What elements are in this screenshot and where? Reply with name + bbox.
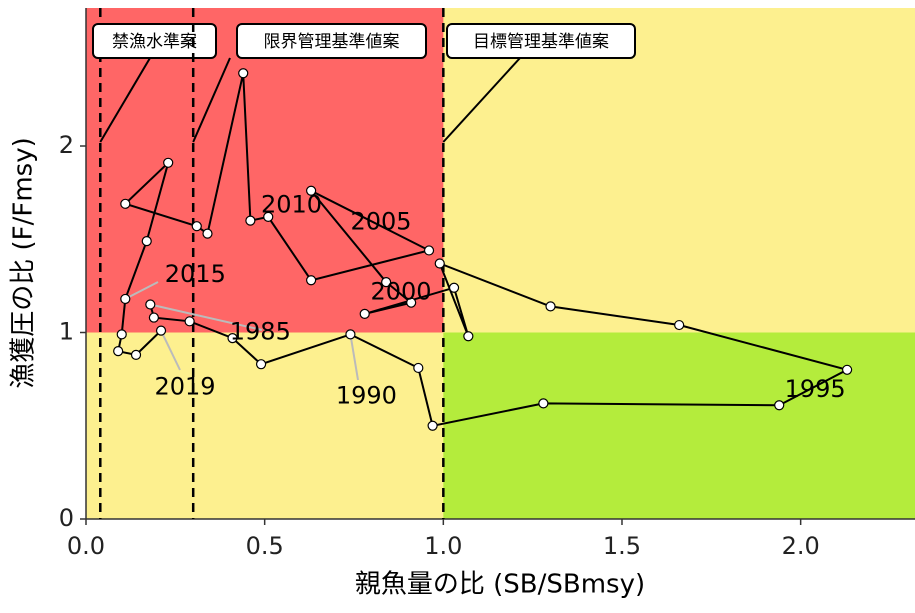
leader-line [442, 57, 521, 143]
plot-layer: 0.0 0.5 1.0 1.5 2.0 0 1 2 禁漁水準案 限界管理基準値案 目標管理基準値案 1… [59, 8, 915, 560]
label-leader [150, 303, 263, 331]
point [306, 275, 317, 286]
label-leader [160, 330, 181, 371]
point [413, 362, 424, 374]
point [423, 245, 435, 256]
x-tick-label: 1.5 [603, 532, 641, 560]
year-label: 1990 [336, 381, 397, 409]
label-box [446, 23, 636, 59]
zone-green [443, 332, 915, 519]
point [227, 332, 238, 344]
leader-line [192, 57, 231, 143]
point [245, 215, 256, 226]
label-box [236, 23, 427, 59]
point [163, 157, 174, 168]
zones [86, 8, 915, 519]
reference-label: 目標管理基準値案 [473, 32, 609, 52]
point [120, 293, 131, 305]
point [427, 420, 438, 431]
point [406, 297, 417, 308]
x-tick-label: 1.0 [424, 532, 462, 560]
leader-line [99, 57, 151, 143]
label-box [92, 23, 217, 59]
y-tick-label: 1 [59, 318, 74, 346]
y-tick-label: 2 [59, 131, 74, 159]
point [674, 319, 685, 331]
point [263, 211, 274, 222]
x-tick-label: 0.5 [246, 532, 284, 560]
x-tick-label: 2.0 [782, 532, 820, 560]
year-label: 2015 [165, 260, 226, 288]
point [345, 329, 356, 340]
label-leader [124, 281, 159, 300]
year-label: 2019 [154, 373, 215, 401]
point [113, 346, 124, 357]
point [155, 325, 167, 336]
point [202, 228, 213, 239]
point [448, 282, 460, 293]
point [359, 308, 370, 319]
point [191, 221, 202, 232]
reference-label: 禁漁水準案 [112, 32, 197, 52]
point [842, 364, 853, 375]
point [116, 329, 127, 340]
point [538, 398, 549, 409]
point [148, 312, 159, 323]
point [238, 68, 249, 79]
point [145, 299, 156, 310]
point [774, 400, 785, 411]
point [381, 277, 392, 288]
year-label: 2005 [350, 207, 411, 235]
x-tick-label: 0.0 [67, 532, 105, 560]
y-tick-label: 0 [59, 504, 74, 532]
point [184, 316, 195, 327]
point [130, 349, 142, 360]
point [120, 198, 131, 209]
year-label: 2010 [261, 191, 322, 219]
year-label: 2000 [371, 278, 432, 306]
year-label: 1985 [230, 318, 291, 346]
point [463, 331, 474, 342]
label-leader [349, 334, 359, 381]
x-axis-title: 親魚量の比 (SB/SBmsy) [355, 570, 645, 600]
point [141, 236, 152, 247]
point [545, 301, 556, 312]
year-label: 1995 [785, 375, 846, 403]
point [255, 359, 267, 370]
reference-label: 限界管理基準値案 [264, 32, 400, 52]
point [434, 258, 445, 269]
y-axis-title: 漁獲圧の比 (F/Fmsy) [9, 137, 39, 388]
point [306, 185, 317, 196]
